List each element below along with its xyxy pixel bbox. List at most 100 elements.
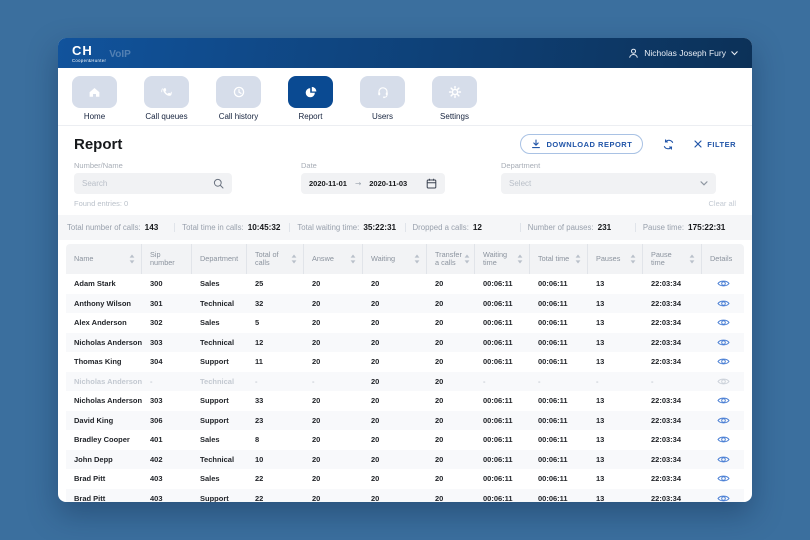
cell-waiting: 20 <box>363 450 427 470</box>
table-header-cell[interactable]: Answe <box>304 244 363 274</box>
nav-item-report[interactable]: Report <box>288 76 333 121</box>
arrow-right-icon: → <box>355 179 361 188</box>
details-button[interactable] <box>702 352 744 372</box>
search-field[interactable] <box>74 173 232 194</box>
sort-icon[interactable] <box>291 254 297 264</box>
cell-sip-number: 303 <box>142 333 192 353</box>
cell-answered: 20 <box>304 391 363 411</box>
cell-sip-number: 402 <box>142 450 192 470</box>
column-label: Department <box>200 255 238 263</box>
clear-all-link[interactable]: Clear all <box>708 199 736 208</box>
download-report-button[interactable]: DOWNLOAD REPORT <box>520 134 643 154</box>
cell-waiting-time: 00:06:11 <box>475 352 530 372</box>
details-button[interactable] <box>702 489 744 503</box>
column-label: Total time <box>538 255 569 263</box>
cell-transfer-calls: 20 <box>427 450 475 470</box>
cell-total-time: 00:06:11 <box>530 352 588 372</box>
table-header-cell[interactable]: Total of calls <box>247 244 304 274</box>
number-name-label: Number/Name <box>74 161 232 170</box>
details-button[interactable] <box>702 430 744 450</box>
table-header-cell[interactable]: Pause time <box>643 244 702 274</box>
details-button[interactable] <box>702 391 744 411</box>
sort-icon[interactable] <box>630 254 636 264</box>
details-button[interactable] <box>702 333 744 353</box>
cell-total-time: 00:06:11 <box>530 489 588 503</box>
logo-subtext: Cooper&Hunter <box>72 58 106 63</box>
nav-item-call-queues[interactable]: Call queues <box>144 76 189 121</box>
table-header-cell[interactable]: Details <box>702 244 744 274</box>
cell-total-calls: 12 <box>247 333 304 353</box>
sort-icon[interactable] <box>517 254 523 264</box>
nav-label: Users <box>372 112 393 121</box>
department-select[interactable]: Select <box>501 173 716 194</box>
details-button[interactable] <box>702 450 744 470</box>
table-row: Adam Stark 300 Sales 25 20 20 20 00:06:1… <box>66 274 744 294</box>
filter-button[interactable]: FILTER <box>694 140 736 149</box>
cell-pauses: 13 <box>588 430 643 450</box>
nav-label: Settings <box>440 112 469 121</box>
stat-value: 35:22:31 <box>363 223 396 232</box>
details-button[interactable] <box>702 469 744 489</box>
cell-waiting: 20 <box>363 489 427 503</box>
close-icon <box>694 140 702 148</box>
nav-item-call-history[interactable]: Call history <box>216 76 261 121</box>
cell-total-time: 00:06:11 <box>530 391 588 411</box>
filter-label: FILTER <box>707 140 736 149</box>
sort-icon[interactable] <box>689 254 695 264</box>
table-header-cell[interactable]: Department <box>192 244 247 274</box>
table-header-cell[interactable]: Total time <box>530 244 588 274</box>
cell-department: Support <box>192 391 247 411</box>
download-report-label: DOWNLOAD REPORT <box>546 140 632 149</box>
nav-item-home[interactable]: Home <box>72 76 117 121</box>
user-menu[interactable]: Nicholas Joseph Fury <box>628 48 738 59</box>
sort-icon[interactable] <box>575 254 581 264</box>
stat-value: 231 <box>598 223 612 232</box>
sort-icon[interactable] <box>414 254 420 264</box>
cell-answered: 20 <box>304 352 363 372</box>
cell-pauses: 13 <box>588 313 643 333</box>
sort-icon[interactable] <box>464 254 470 264</box>
cell-transfer-calls: 20 <box>427 372 475 392</box>
cell-waiting-time: 00:06:11 <box>475 430 530 450</box>
cell-answered: 20 <box>304 469 363 489</box>
cell-sip-number: 302 <box>142 313 192 333</box>
search-input[interactable] <box>82 179 209 188</box>
cell-answered: - <box>304 372 363 392</box>
eye-icon <box>717 455 730 464</box>
table-header-cell[interactable]: Waiting <box>363 244 427 274</box>
date-range-field[interactable]: 2020-11-01 → 2020-11-03 <box>301 173 445 194</box>
details-button[interactable] <box>702 294 744 314</box>
cell-name: Thomas King <box>66 352 142 372</box>
cell-waiting-time: 00:06:11 <box>475 294 530 314</box>
sort-icon[interactable] <box>350 254 356 264</box>
table-header-cell[interactable]: Waiting time <box>475 244 530 274</box>
details-button[interactable] <box>702 411 744 431</box>
cell-total-time: 00:06:11 <box>530 333 588 353</box>
stat-value: 10:45:32 <box>248 223 281 232</box>
cell-total-calls: 32 <box>247 294 304 314</box>
details-button[interactable] <box>702 313 744 333</box>
cell-sip-number: 306 <box>142 411 192 431</box>
user-name: Nicholas Joseph Fury <box>644 48 726 58</box>
column-label: Pause time <box>651 251 687 268</box>
table-header-cell[interactable]: Name <box>66 244 142 274</box>
eye-icon <box>717 396 730 405</box>
cell-transfer-calls: 20 <box>427 333 475 353</box>
table-header-cell[interactable]: Pauses <box>588 244 643 274</box>
calendar-icon[interactable] <box>426 178 437 189</box>
details-button[interactable] <box>702 372 744 392</box>
cell-answered: 20 <box>304 294 363 314</box>
cell-department: Support <box>192 489 247 503</box>
nav-item-settings[interactable]: Settings <box>432 76 477 121</box>
table-row: Bradley Cooper 401 Sales 8 20 20 20 00:0… <box>66 430 744 450</box>
sort-icon[interactable] <box>129 254 135 264</box>
table-header-cell[interactable]: Transfer a calls <box>427 244 475 274</box>
cell-total-calls: 23 <box>247 411 304 431</box>
nav-item-users[interactable]: Users <box>360 76 405 121</box>
details-button[interactable] <box>702 274 744 294</box>
table-header-cell[interactable]: Sip number <box>142 244 192 274</box>
cell-waiting: 20 <box>363 391 427 411</box>
refresh-button[interactable] <box>663 139 674 150</box>
cell-name: Bradley Cooper <box>66 430 142 450</box>
cell-total-time: 00:06:11 <box>530 469 588 489</box>
